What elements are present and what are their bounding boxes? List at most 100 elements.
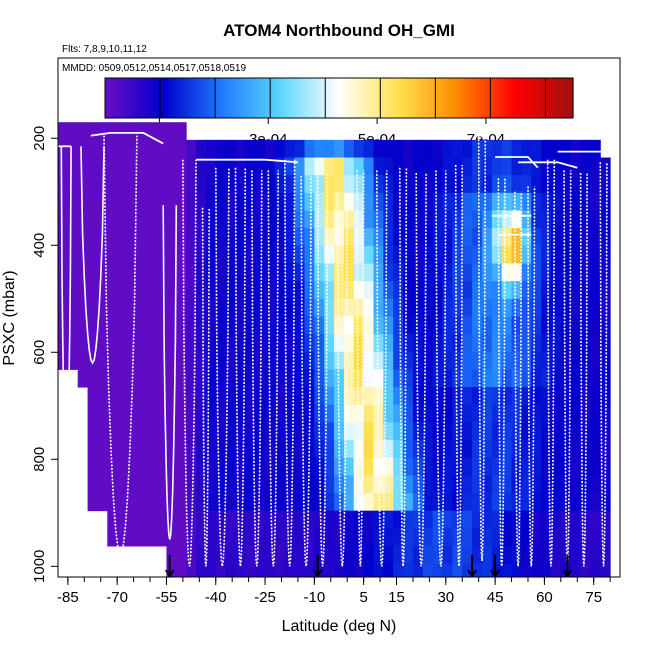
- heatmap-cell: [156, 139, 167, 159]
- heatmap-cell: [570, 422, 582, 441]
- heatmap-cell: [560, 281, 572, 300]
- heatmap-cell: [166, 157, 177, 176]
- flight-track-profile: [579, 172, 588, 567]
- colorbar-swatch: [365, 78, 370, 118]
- heatmap-cell: [511, 387, 522, 406]
- heatmap-cell: [422, 422, 434, 441]
- heatmap-cell: [274, 440, 286, 459]
- heatmap-cell: [521, 510, 532, 529]
- heatmap-cell: [146, 298, 158, 317]
- heatmap-cell: [442, 457, 453, 476]
- x-axis-label: Latitude (deg N): [282, 618, 397, 635]
- heatmap-cell: [166, 351, 177, 370]
- heatmap-cell: [481, 334, 493, 353]
- heatmap-cell: [541, 563, 552, 577]
- colorbar-swatch: [473, 78, 478, 118]
- heatmap-cell: [117, 316, 128, 335]
- heatmap-cell: [156, 210, 167, 229]
- heatmap-cell: [452, 351, 463, 370]
- heatmap-cell: [127, 404, 138, 423]
- heatmap-cell: [186, 157, 197, 176]
- heatmap-cell: [383, 334, 394, 353]
- heatmap-cell: [343, 440, 355, 459]
- heatmap-cell: [462, 210, 473, 229]
- flight-track-profile: [234, 167, 247, 567]
- heatmap-cell: [462, 528, 473, 547]
- heatmap-cell: [166, 440, 177, 459]
- heatmap-cell: [235, 281, 246, 300]
- heatmap-cell: [432, 281, 444, 300]
- heatmap-cell: [196, 192, 207, 211]
- heatmap-cell: [314, 457, 325, 476]
- heatmap-cell: [442, 192, 453, 211]
- heatmap-cell: [176, 157, 187, 176]
- heatmap-cell: [225, 457, 236, 476]
- heatmap-cell: [442, 563, 453, 577]
- heatmap-cell: [580, 210, 591, 229]
- heatmap-cell: [412, 228, 424, 247]
- heatmap-cell: [284, 245, 296, 264]
- heatmap-cell: [225, 210, 236, 229]
- heatmap-cell: [324, 387, 335, 406]
- heatmap-cell: [314, 157, 325, 176]
- heatmap-cell: [294, 228, 305, 247]
- colorbar-swatch: [189, 78, 194, 118]
- heatmap-cell: [550, 263, 562, 282]
- heatmap-cell: [403, 492, 414, 512]
- heatmap-cell: [225, 563, 236, 577]
- colorbar-swatch: [345, 78, 350, 118]
- heatmap-cell: [511, 563, 522, 577]
- heatmap-cell: [245, 528, 256, 547]
- heatmap-cell: [107, 263, 118, 282]
- heatmap-cell: [274, 263, 286, 282]
- heatmap-cell: [560, 245, 572, 264]
- heatmap-cell: [67, 192, 79, 211]
- heatmap-cell: [235, 210, 246, 229]
- heatmap-cell: [481, 175, 493, 194]
- heatmap-cell: [255, 422, 266, 441]
- heatmap-cell: [146, 475, 158, 494]
- heatmap-cell: [156, 192, 167, 211]
- colorbar-swatch: [317, 78, 322, 118]
- heatmap-cell: [422, 192, 434, 211]
- colorbar-swatch: [209, 78, 214, 118]
- heatmap-cell: [462, 404, 473, 423]
- colorbar-swatch: [229, 78, 234, 118]
- heatmap-cell: [274, 157, 286, 176]
- flight-track-segment: [471, 129, 486, 140]
- colorbar-swatch: [525, 78, 530, 118]
- heatmap-cell: [166, 387, 177, 406]
- heatmap-cell: [491, 175, 503, 194]
- heatmap-cell: [472, 440, 483, 459]
- heatmap-cell: [521, 563, 532, 577]
- flight-track-profile: [336, 191, 349, 567]
- heatmap-cell: [462, 298, 473, 317]
- heatmap-cell: [176, 545, 187, 565]
- heatmap-cell: [215, 387, 227, 406]
- heatmap-cell: [383, 422, 394, 441]
- heatmap-cell: [107, 298, 118, 317]
- heatmap-cell: [215, 528, 227, 547]
- heatmap-cell: [107, 475, 118, 494]
- colorbar-swatch: [113, 78, 118, 118]
- heatmap-cell: [117, 245, 128, 264]
- heatmap-cell: [245, 510, 256, 529]
- heatmap-cell: [541, 334, 552, 353]
- heatmap-cell: [284, 139, 296, 159]
- heatmap-cell: [403, 157, 414, 176]
- heatmap-cell: [265, 139, 276, 159]
- colorbar-swatch: [409, 78, 414, 118]
- colorbar-swatch: [253, 78, 258, 118]
- flight-track-profile: [599, 162, 608, 567]
- heatmap-cell: [363, 563, 375, 577]
- colorbar-swatch: [509, 78, 514, 118]
- heatmap-cell: [560, 157, 572, 176]
- heatmap-cell: [314, 545, 325, 565]
- heatmap-cell: [412, 457, 424, 476]
- heatmap-cell: [491, 475, 503, 494]
- flight-track-profile: [356, 170, 365, 567]
- flight-track-profile: [251, 170, 263, 567]
- heatmap-cell: [196, 422, 207, 441]
- heatmap-cell: [570, 351, 582, 370]
- heatmap-cell: [87, 122, 98, 141]
